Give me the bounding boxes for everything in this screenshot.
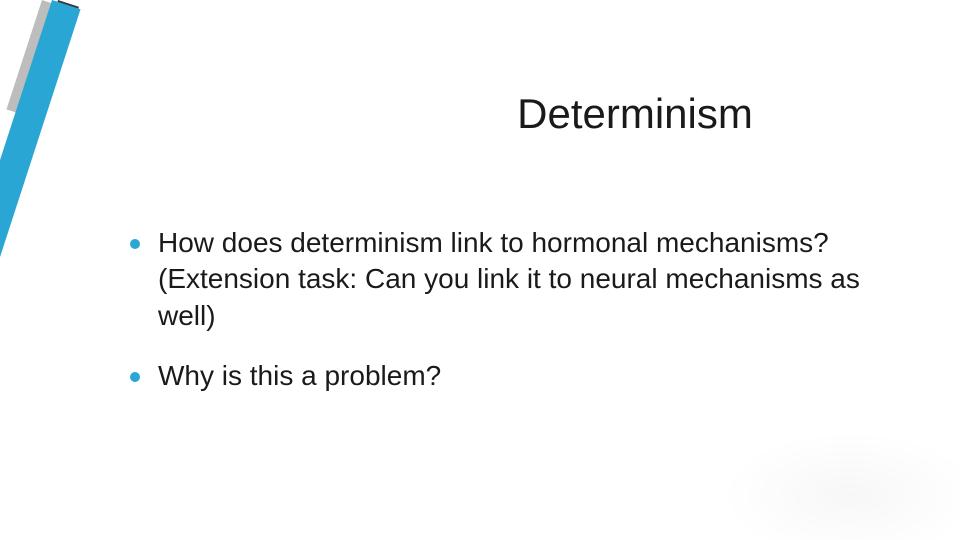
body-text-area: How does determinism link to hormonal me… — [130, 225, 890, 419]
bullet-dot-icon — [130, 239, 140, 249]
slide: Determinism How does determinism link to… — [0, 0, 960, 540]
bullet-item: How does determinism link to hormonal me… — [130, 225, 890, 334]
slide-title: Determinism — [355, 90, 915, 138]
accent-stripe-blue — [0, 0, 81, 523]
bullet-item: Why is this a problem? — [130, 358, 890, 394]
bullet-dot-icon — [130, 372, 140, 382]
bullet-text: How does determinism link to hormonal me… — [158, 227, 860, 331]
bullet-text: Why is this a problem? — [158, 360, 441, 391]
background-smudge — [720, 430, 960, 540]
